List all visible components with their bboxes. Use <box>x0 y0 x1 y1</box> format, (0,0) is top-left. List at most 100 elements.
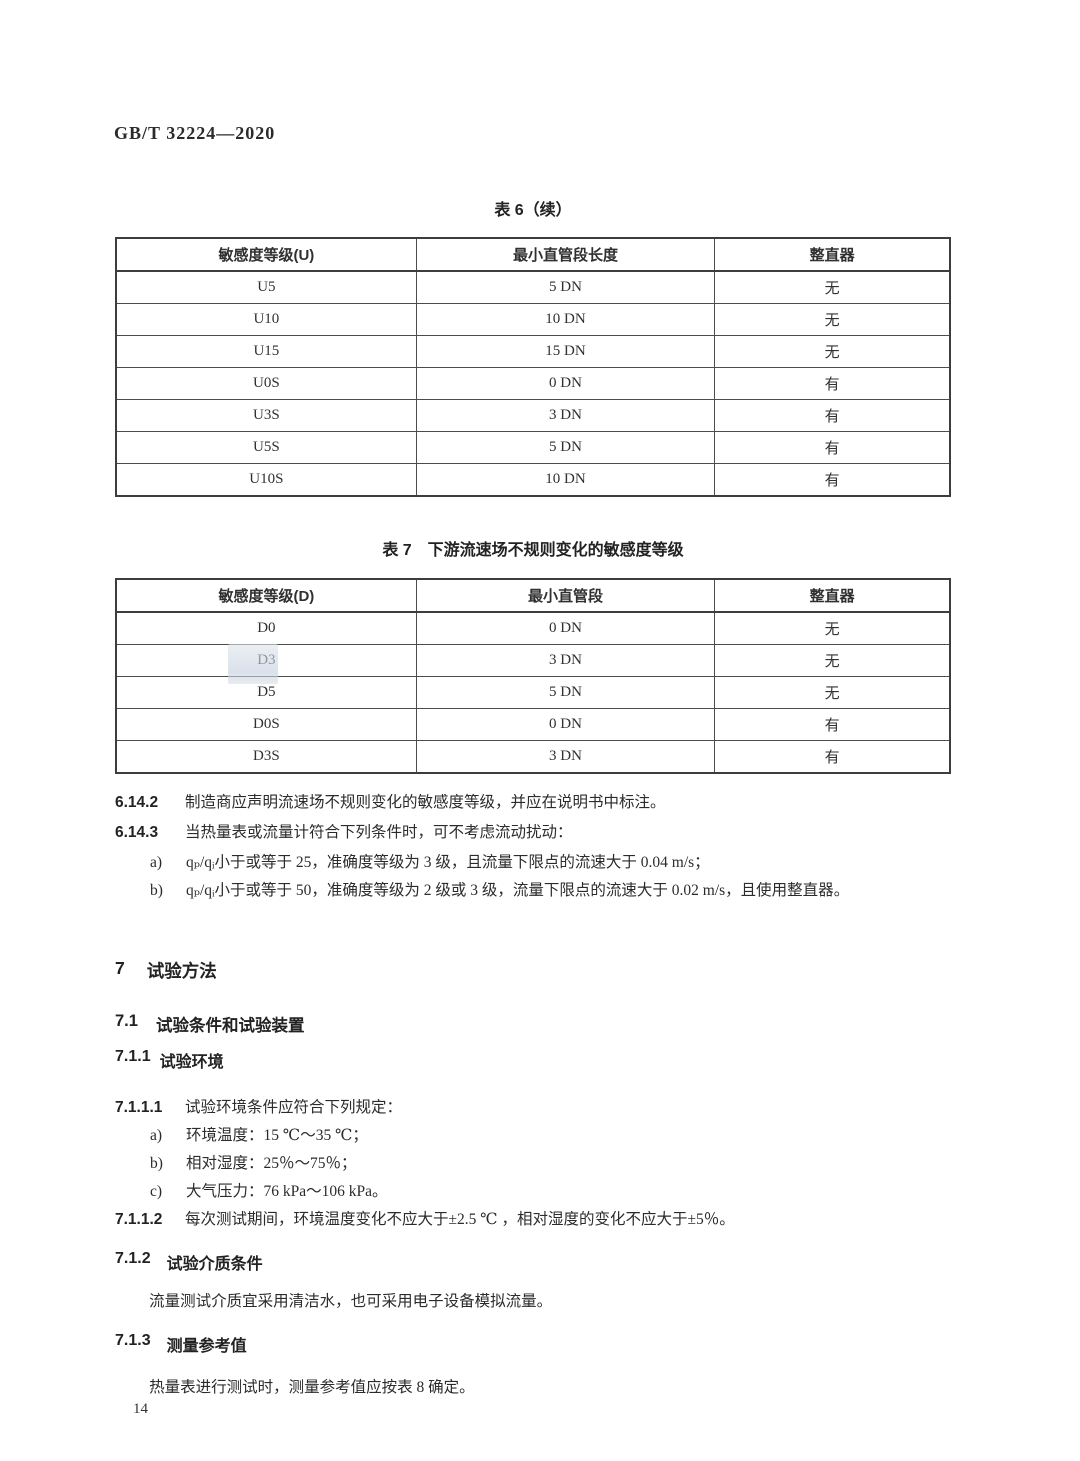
clause-text: 当热量表或流量计符合下列条件时，可不考虑流动扰动： <box>185 824 573 841</box>
table-cell: 5 DN <box>415 431 716 464</box>
table-cell: U15 <box>115 335 417 368</box>
clause-7-1-1-1: 7.1.1.1 试验环境条件应符合下列规定： <box>115 1096 887 1119</box>
table6-title: 表 6（续） <box>494 202 572 219</box>
scan-smudge-artifact <box>228 644 278 684</box>
table-cell: 有 <box>714 431 951 464</box>
clause-7-1-1-2: 7.1.1.2 每次测试期间，环境温度变化不应大于±2.5 ℃ ，相对湿度的变化… <box>115 1208 925 1231</box>
table-cell: 10 DN <box>415 463 716 497</box>
table-row: U3S 3 DN 有 <box>115 399 951 432</box>
table-row: D0 0 DN 无 <box>115 611 951 645</box>
column-header: 整直器 <box>714 578 951 613</box>
table-cell: 无 <box>714 303 951 336</box>
table-cell: 5 DN <box>415 676 716 709</box>
table-cell: 0 DN <box>415 367 716 400</box>
table6: 敏感度等级(U) 最小直管段长度 整直器 U5 5 DN 无 U10 10 DN 无 U15 15 … <box>115 237 951 497</box>
table-cell: 无 <box>714 644 951 677</box>
table-cell: D0 <box>115 611 417 645</box>
list-label: b) <box>150 1155 163 1172</box>
heading-7: 7 试验方法 <box>115 958 217 983</box>
table-cell: 无 <box>714 270 951 304</box>
table-cell: D3S <box>115 740 417 774</box>
table-cell: U10S <box>115 463 417 497</box>
list-item-a: a) 环境温度：15 ℃～35 ℃； <box>150 1124 932 1148</box>
table-cell: 10 DN <box>415 303 716 336</box>
table-cell: 无 <box>714 611 951 645</box>
table-cell: 0 DN <box>415 708 716 741</box>
table-row: D33 DN无 <box>115 644 951 677</box>
table-cell: 3 DN <box>415 644 716 677</box>
table-cell: U5 <box>115 270 417 304</box>
table-cell: 15 DN <box>415 335 716 368</box>
heading-7-1-1: 7.1.1 试验环境 <box>115 1048 224 1072</box>
heading-title: 试验环境 <box>159 1054 224 1071</box>
heading-7-1: 7.1 试验条件和试验装置 <box>115 1012 304 1036</box>
paragraph-reference-values: 热量表进行测试时，测量参考值应按表 8 确定。 <box>149 1379 475 1396</box>
table-header-row: 敏感度等级(U) 最小直管段长度 整直器 <box>115 237 951 272</box>
list-text: 相对湿度：25％～75％； <box>186 1155 357 1172</box>
table-cell: U10 <box>115 303 417 336</box>
table-cell: 有 <box>714 740 951 774</box>
list-text: qₚ/qᵢ小于或等于 50，准确度等级为 2 级或 3 级，流量下限点的流速大于… <box>186 882 850 899</box>
clause-number: 6.14.2 <box>115 794 159 811</box>
clause-6-14-2: 6.14.2 制造商应声明流速场不规则变化的敏感度等级，并应在说明书中标注。 <box>115 791 887 814</box>
table-row: D0S 0 DN 有 <box>115 708 951 741</box>
table-row: U0S 0 DN 有 <box>115 367 951 400</box>
table-row: U15 15 DN 无 <box>115 335 951 368</box>
table-cell: U3S <box>115 399 417 432</box>
list-label: c) <box>150 1183 163 1200</box>
list-text: 大气压力：76 kPa～106 kPa。 <box>186 1183 388 1200</box>
clause-text: 试验环境条件应符合下列规定： <box>185 1099 403 1116</box>
list-label: b) <box>150 882 163 899</box>
list-item-b: b) 相对湿度：25％～75％； <box>150 1152 932 1176</box>
table-cell: U5S <box>115 431 417 464</box>
list-item-a: a) qₚ/qᵢ小于或等于 25，准确度等级为 3 级，且流量下限点的流速大于 … <box>150 851 932 875</box>
table-row: D3S 3 DN 有 <box>115 740 951 774</box>
column-header: 最小直管段长度 <box>415 237 716 272</box>
heading-title: 试验介质条件 <box>166 1256 263 1273</box>
table-cell: 无 <box>714 676 951 709</box>
clause-6-14-3: 6.14.3 当热量表或流量计符合下列条件时，可不考虑流动扰动： <box>115 821 887 844</box>
table-cell: 3 DN <box>415 740 716 774</box>
table-cell: 3 DN <box>415 399 716 432</box>
heading-title: 测量参考值 <box>166 1338 247 1355</box>
table-row: U5S 5 DN 有 <box>115 431 951 464</box>
table-cell: 有 <box>714 399 951 432</box>
heading-number: 7.1.2 <box>115 1250 151 1267</box>
table-row: U10S 10 DN 有 <box>115 463 951 497</box>
table-row: U10 10 DN 无 <box>115 303 951 336</box>
table-row: U5 5 DN 无 <box>115 270 951 304</box>
heading-number: 7.1.1 <box>115 1048 151 1065</box>
list-item-b: b) qₚ/qᵢ小于或等于 50，准确度等级为 2 级或 3 级，流量下限点的流… <box>150 879 932 903</box>
page-number: 14 <box>133 1401 148 1417</box>
clause-text: 每次测试期间，环境温度变化不应大于±2.5 ℃ ，相对湿度的变化不应大于±5％。 <box>185 1211 735 1228</box>
heading-title: 试验方法 <box>146 961 217 981</box>
standard-number: GB/T 32224—2020 <box>114 123 276 143</box>
list-item-c: c) 大气压力：76 kPa～106 kPa。 <box>150 1180 932 1204</box>
heading-number: 7.1 <box>115 1012 138 1030</box>
heading-7-1-2: 7.1.2 试验介质条件 <box>115 1250 263 1274</box>
column-header: 整直器 <box>714 237 951 272</box>
table-cell: 有 <box>714 367 951 400</box>
clause-text: 制造商应声明流速场不规则变化的敏感度等级，并应在说明书中标注。 <box>185 794 666 811</box>
clause-number: 7.1.1.2 <box>115 1211 163 1228</box>
heading-number: 7 <box>115 958 125 978</box>
column-header: 敏感度等级(U) <box>115 237 417 272</box>
heading-number: 7.1.3 <box>115 1332 151 1349</box>
table7-title: 表 7 下游流速场不规则变化的敏感度等级 <box>382 542 684 559</box>
table-header-row: 敏感度等级(D) 最小直管段 整直器 <box>115 578 951 613</box>
clause-number: 6.14.3 <box>115 824 159 841</box>
list-label: a) <box>150 854 163 871</box>
list-text: qₚ/qᵢ小于或等于 25，准确度等级为 3 级，且流量下限点的流速大于 0.0… <box>186 854 710 871</box>
clause-number: 7.1.1.1 <box>115 1099 163 1116</box>
table-row: D5 5 DN 无 <box>115 676 951 709</box>
table-cell: D0S <box>115 708 417 741</box>
paragraph-test-medium: 流量测试介质宜采用清洁水，也可采用电子设备模拟流量。 <box>149 1293 553 1310</box>
table-cell: 0 DN <box>415 611 716 645</box>
column-header: 最小直管段 <box>415 578 716 613</box>
table-cell: 有 <box>714 463 951 497</box>
column-header: 敏感度等级(D) <box>115 578 417 613</box>
table-cell: 有 <box>714 708 951 741</box>
table-cell: 无 <box>714 335 951 368</box>
